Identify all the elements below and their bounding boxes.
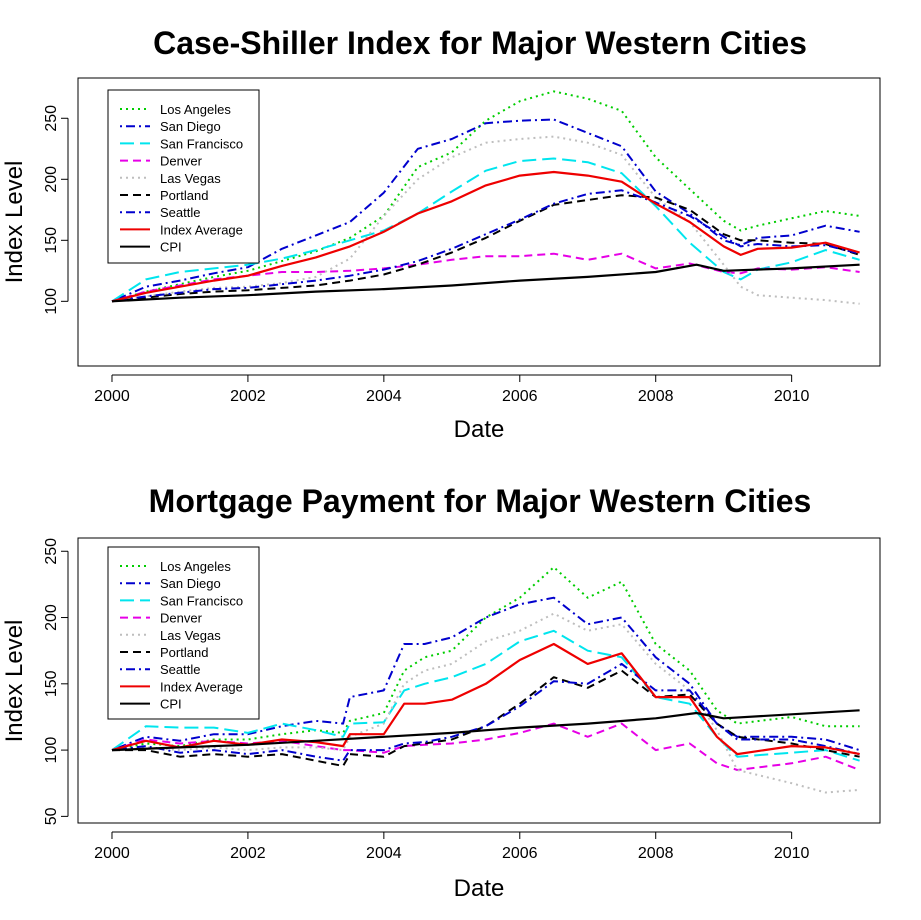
legend-label: Portland bbox=[160, 645, 208, 660]
plot-area bbox=[77, 537, 881, 824]
legend-box bbox=[107, 89, 260, 264]
y-tick-label: 250 bbox=[43, 105, 60, 132]
x-axis-label: Date bbox=[454, 416, 505, 443]
chart-title: Case-Shiller Index for Major Western Cit… bbox=[153, 25, 807, 61]
x-tick-label: 2006 bbox=[502, 845, 538, 862]
series-layer bbox=[111, 90, 860, 305]
x-tick-label: 2008 bbox=[638, 388, 674, 405]
panel-mortgage-payment: Mortgage Payment for Major Western Citie… bbox=[1, 483, 881, 902]
series-layer bbox=[111, 566, 860, 794]
legend-label: CPI bbox=[160, 697, 182, 712]
legend-label: San Diego bbox=[160, 576, 221, 591]
y-tick-label: 100 bbox=[43, 737, 60, 764]
x-tick-label: 2008 bbox=[638, 845, 674, 862]
axes-layer: 2000 2002 2004 2006 2008 2010 50 100 150 200 250 bbox=[43, 538, 810, 862]
legend-label: CPI bbox=[160, 240, 182, 255]
x-tick-label: 2004 bbox=[366, 388, 402, 405]
legend-label: Seattle bbox=[160, 662, 200, 677]
x-tick-label: 2010 bbox=[774, 388, 810, 405]
y-tick-label: 200 bbox=[43, 166, 60, 193]
x-tick-label: 2002 bbox=[230, 845, 266, 862]
legend-label: San Diego bbox=[160, 119, 221, 134]
series-line-index-average bbox=[111, 170, 860, 303]
legend: Los Angeles San Diego San Francisco Denver L… bbox=[107, 89, 260, 264]
legend-label: San Francisco bbox=[160, 136, 243, 151]
legend-label: Portland bbox=[160, 188, 208, 203]
series-line-san-francisco bbox=[111, 629, 860, 762]
series-line-cpi bbox=[111, 263, 860, 303]
legend: Los Angeles San Diego San Francisco Denver L… bbox=[107, 546, 260, 720]
x-tick-label: 2002 bbox=[230, 388, 266, 405]
legend-label: Denver bbox=[160, 611, 203, 626]
y-tick-label: 150 bbox=[43, 670, 60, 697]
series-line-cpi bbox=[111, 709, 860, 752]
y-tick-label: 200 bbox=[43, 604, 60, 631]
x-tick-label: 2006 bbox=[502, 388, 538, 405]
legend-label: Denver bbox=[160, 154, 203, 169]
legend-entries: Los Angeles San Diego San Francisco Denver L… bbox=[120, 102, 243, 255]
legend-label: Seattle bbox=[160, 205, 200, 220]
panel-case-shiller: Case-Shiller Index for Major Western Cit… bbox=[1, 25, 881, 443]
series-line-seattle bbox=[111, 189, 860, 303]
axes-layer: 2000 2002 2004 2006 2008 2010 100 150 200 250 bbox=[43, 105, 810, 405]
legend-label: Index Average bbox=[160, 679, 243, 694]
legend-label: Los Angeles bbox=[160, 102, 231, 117]
series-line-denver bbox=[111, 722, 860, 771]
legend-label: Las Vegas bbox=[160, 171, 221, 186]
y-tick-label: 150 bbox=[43, 227, 60, 254]
legend-box bbox=[107, 546, 260, 720]
series-line-los-angeles bbox=[111, 90, 860, 303]
plot-area bbox=[77, 77, 881, 367]
legend-label: San Francisco bbox=[160, 593, 243, 608]
y-tick-label: 50 bbox=[43, 807, 60, 825]
y-axis-label: Index Level bbox=[1, 161, 28, 284]
y-tick-label: 100 bbox=[43, 288, 60, 315]
legend-label: Las Vegas bbox=[160, 628, 221, 643]
series-line-seattle bbox=[111, 662, 860, 762]
chart-title: Mortgage Payment for Major Western Citie… bbox=[149, 483, 812, 519]
series-line-portland bbox=[111, 194, 860, 303]
legend-label: Index Average bbox=[160, 222, 243, 237]
x-axis-label: Date bbox=[454, 875, 505, 902]
legend-entries: Los Angeles San Diego San Francisco Denver L… bbox=[120, 559, 243, 712]
x-tick-label: 2004 bbox=[366, 845, 402, 862]
y-tick-label: 250 bbox=[43, 538, 60, 565]
legend-label: Los Angeles bbox=[160, 559, 231, 574]
series-line-san-francisco bbox=[111, 157, 860, 303]
x-tick-label: 2000 bbox=[94, 388, 130, 405]
x-tick-label: 2000 bbox=[94, 845, 130, 862]
y-axis-label: Index Level bbox=[1, 620, 28, 743]
x-tick-label: 2010 bbox=[774, 845, 810, 862]
